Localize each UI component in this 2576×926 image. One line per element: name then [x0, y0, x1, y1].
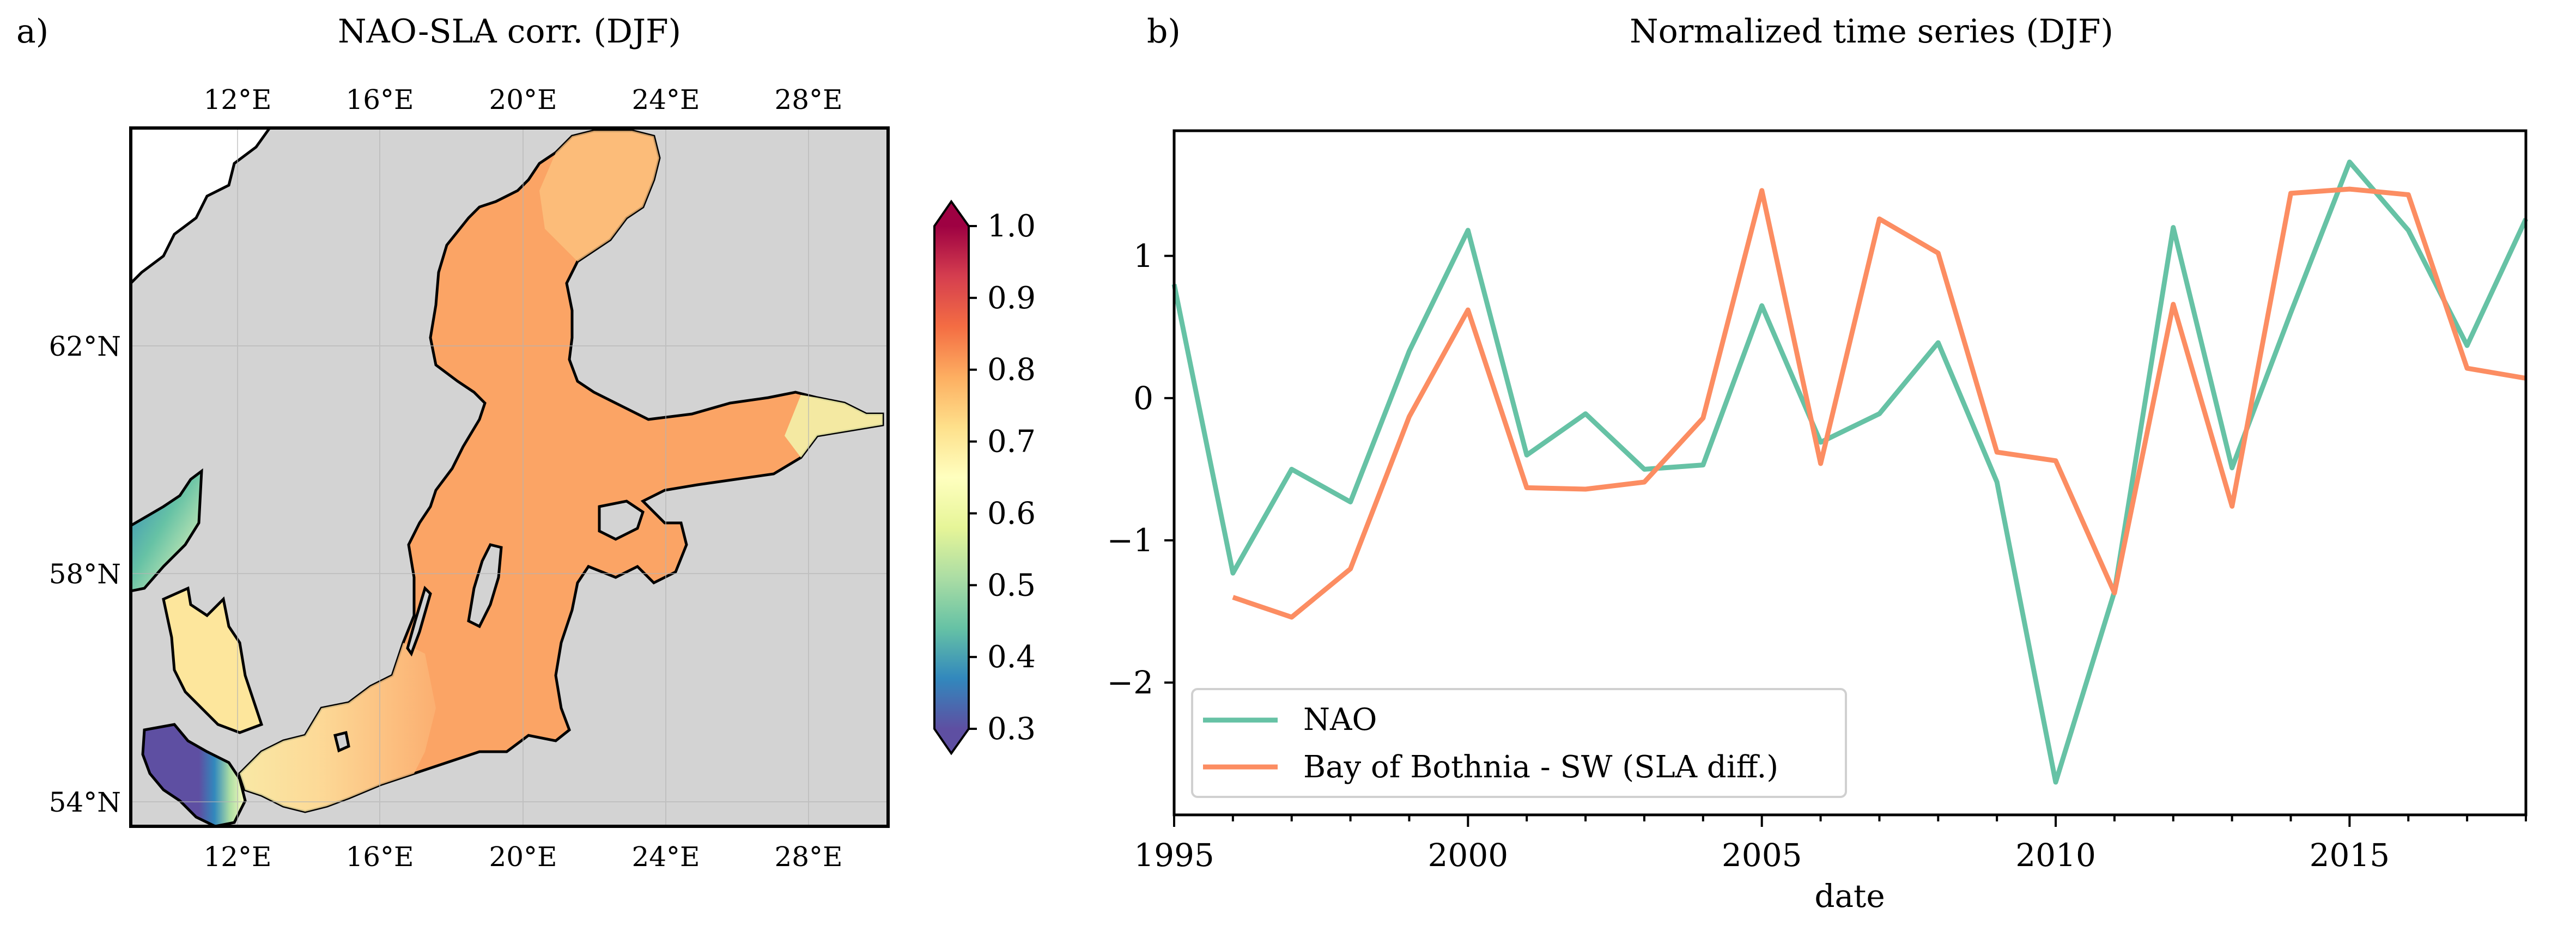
saaremaa-island [598, 499, 645, 541]
lon-label-bottom: 16°E [345, 841, 414, 873]
map-lon-labels-bottom: 12°E 16°E 20°E 24°E 28°E [203, 841, 842, 873]
lon-label-bottom: 12°E [203, 841, 271, 873]
map-area [131, 128, 888, 826]
baltic-sea [238, 129, 884, 813]
map-gridlines [131, 128, 888, 826]
lon-label-top: 28°E [774, 84, 842, 115]
timeseries-axes-frame [1172, 129, 2528, 817]
map-lon-labels-top: 12°E 16°E 20°E 24°E 28°E [203, 84, 842, 115]
x-tick-label: 2015 [2310, 837, 2390, 874]
bornholm-island [333, 730, 350, 753]
timeseries-plot-area: 1995 2000 2005 2010 2015 −2 −1 0 1 [1107, 129, 2529, 874]
bothnian-bay-shading [539, 131, 659, 261]
x-axis-label: date [1814, 878, 1885, 915]
oland-island [406, 586, 432, 657]
lat-label: 54°N [49, 787, 121, 818]
colorbar-tick-label: 0.3 [987, 711, 1036, 747]
lon-label-bottom: 20°E [489, 841, 557, 873]
lon-label-bottom: 24°E [631, 841, 700, 873]
lon-label-top: 16°E [345, 84, 414, 115]
lon-label-bottom: 28°E [774, 841, 842, 873]
colorbar-tick-label: 1.0 [987, 209, 1036, 244]
colorbar-tick-label: 0.6 [987, 496, 1036, 531]
timeseries-lines [1171, 159, 2529, 785]
colorbar-extend-min [934, 729, 969, 753]
colorbar-tick-label: 0.9 [987, 281, 1036, 316]
skagerrak-sea [131, 468, 203, 593]
x-tick-label: 2010 [2015, 837, 2096, 874]
colorbar: 0.3 0.4 0.5 0.6 0.7 0.8 0.9 1.0 [933, 199, 1036, 756]
gotland-island [467, 543, 503, 629]
x-axis-ticks: 1995 2000 2005 2010 2015 [1134, 815, 2527, 874]
x-tick-label: 2005 [1722, 837, 1802, 874]
colorbar-ticks: 0.3 0.4 0.5 0.6 0.7 0.8 0.9 1.0 [969, 209, 1036, 747]
colorbar-gradient [934, 226, 969, 729]
y-tick-label: −1 [1107, 522, 1154, 559]
timeseries-title: Normalized time series (DJF) [1630, 13, 2113, 51]
series-line-nao [1171, 159, 2529, 785]
x-tick-label: 2000 [1428, 837, 1509, 874]
lat-label: 58°N [49, 558, 121, 590]
panel-a-label: a) [16, 13, 48, 51]
legend-label-bay-of-bothnia: Bay of Bothnia - SW (SLA diff.) [1303, 750, 1778, 785]
map-frame [129, 126, 890, 828]
lon-label-top: 24°E [631, 84, 700, 115]
southern-baltic-shading [240, 643, 436, 812]
y-tick-label: 0 [1133, 380, 1153, 417]
x-tick-label: 1995 [1134, 837, 1214, 874]
norwegian-sea [131, 128, 272, 285]
series-line-bay-of-bothnia [1232, 186, 2526, 620]
map-title: NAO-SLA corr. (DJF) [338, 13, 681, 51]
colorbar-tick-label: 0.5 [987, 568, 1036, 603]
y-tick-label: −2 [1107, 664, 1154, 701]
panel-b-label: b) [1147, 13, 1181, 51]
danish-belts-sea [141, 723, 247, 826]
y-axis-ticks: −2 −1 0 1 [1107, 237, 1174, 701]
map-lat-labels: 62°N 58°N 54°N [49, 331, 121, 818]
lon-label-top: 20°E [489, 84, 557, 115]
colorbar-tick-label: 0.8 [987, 352, 1036, 388]
colorbar-tick-label: 0.7 [987, 424, 1036, 460]
colorbar-extend-max [934, 202, 969, 226]
colorbar-tick-label: 0.4 [987, 639, 1036, 675]
y-tick-label: 1 [1133, 237, 1153, 275]
legend: NAO Bay of Bothnia - SW (SLA diff.) [1191, 688, 1847, 798]
legend-box [1191, 688, 1847, 798]
lat-label: 62°N [49, 331, 121, 362]
legend-label-nao: NAO [1303, 702, 1377, 738]
lon-label-top: 12°E [203, 84, 271, 115]
